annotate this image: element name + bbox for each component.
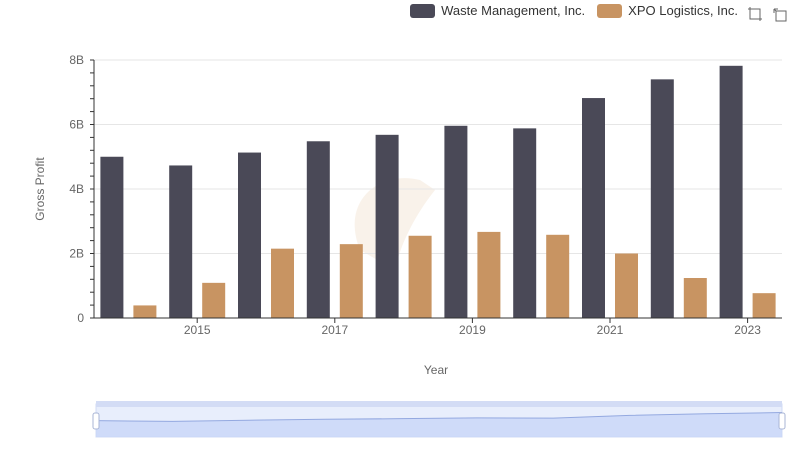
grid-lines xyxy=(94,59,782,254)
y-axis: 0 2B 4B 6B 8B xyxy=(69,53,95,325)
bars xyxy=(100,65,776,319)
x-tick-label: 2021 xyxy=(597,323,624,337)
x-tick-label: 2017 xyxy=(321,323,348,337)
y-tick-label: 6B xyxy=(69,118,84,132)
bar-waste-management-2017 xyxy=(306,141,330,318)
y-axis-title: Gross Profit xyxy=(33,157,47,221)
x-axis: 2015 2017 2019 2021 2023 xyxy=(94,317,782,337)
x-tick-label: 2019 xyxy=(459,323,486,337)
bar-xpo-logistics-2019 xyxy=(477,231,501,318)
bar-xpo-logistics-2014 xyxy=(133,305,157,318)
y-tick-label: 2B xyxy=(69,247,84,261)
legend-label: XPO Logistics, Inc. xyxy=(628,3,738,18)
bar-xpo-logistics-2016 xyxy=(271,248,294,318)
zoom-handle-left[interactable] xyxy=(92,412,100,430)
restore-icon[interactable] xyxy=(773,6,789,22)
y-tick-label: 0 xyxy=(77,311,84,325)
bar-waste-management-2018 xyxy=(375,134,399,318)
y-tick-label: 8B xyxy=(69,53,84,67)
bar-xpo-logistics-2015 xyxy=(202,282,226,318)
bar-xpo-logistics-2022 xyxy=(683,278,707,318)
x-tick-label: 2023 xyxy=(734,323,761,337)
bar-xpo-logistics-2021 xyxy=(615,253,638,318)
bar-waste-management-2015 xyxy=(169,165,193,318)
bar-waste-management-2014 xyxy=(100,156,124,318)
data-zoom-slider[interactable] xyxy=(92,401,786,438)
y-tick-label: 4B xyxy=(69,182,84,196)
zoom-handle-right[interactable] xyxy=(778,412,786,430)
bar-xpo-logistics-2020 xyxy=(546,234,570,318)
zoom-preview-area xyxy=(96,412,782,437)
x-tick-label: 2015 xyxy=(184,323,211,337)
legend-swatch xyxy=(597,3,623,18)
bar-xpo-logistics-2023 xyxy=(752,293,776,318)
toolbox xyxy=(737,6,789,22)
legend-item-xpo-logistics[interactable]: XPO Logistics, Inc. xyxy=(597,3,738,18)
bar-waste-management-2019 xyxy=(444,125,468,318)
zoom-top-bar xyxy=(96,401,782,407)
legend: Waste Management, Inc. XPO Logistics, In… xyxy=(398,3,738,18)
legend-swatch xyxy=(410,3,436,18)
bar-xpo-logistics-2017 xyxy=(339,244,363,318)
bar-waste-management-2022 xyxy=(650,79,674,318)
bar-xpo-logistics-2018 xyxy=(408,235,432,318)
x-axis-title: Year xyxy=(424,363,448,377)
legend-item-waste-management[interactable]: Waste Management, Inc. xyxy=(410,3,585,18)
bar-waste-management-2021 xyxy=(582,98,605,319)
bar-waste-management-2023 xyxy=(719,65,743,319)
zoom-icon[interactable] xyxy=(747,6,763,22)
zoom-preview-line xyxy=(95,412,783,422)
bar-waste-management-2016 xyxy=(238,152,261,318)
legend-label: Waste Management, Inc. xyxy=(441,3,586,18)
bar-waste-management-2020 xyxy=(513,128,537,318)
